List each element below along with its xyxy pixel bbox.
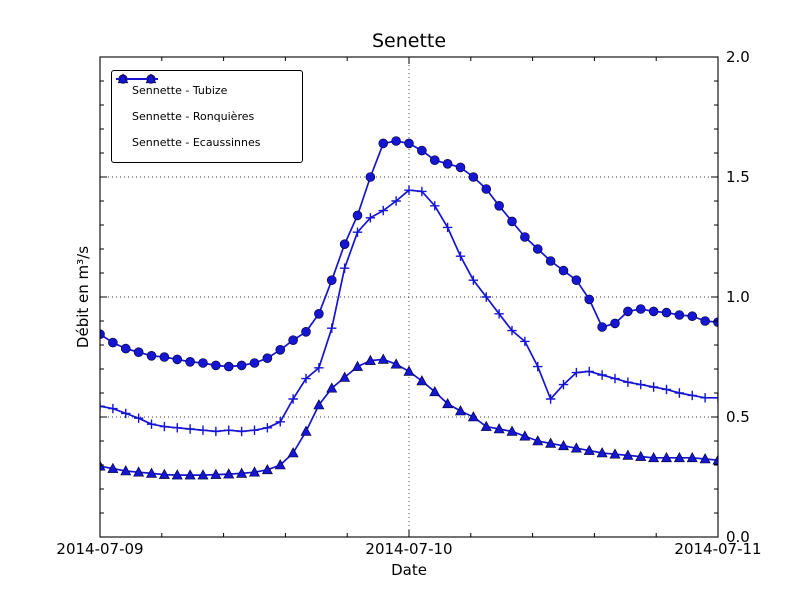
y-tick-label: 0.5 xyxy=(726,408,750,426)
axis-ticks xyxy=(99,56,719,538)
series-plus xyxy=(100,185,718,437)
legend: Sennette - Tubize Sennette - Ronquières Se… xyxy=(111,70,303,163)
legend-sample-triangle xyxy=(116,73,158,84)
series-triangle xyxy=(100,353,718,480)
legend-item: Sennette - Ronquières xyxy=(116,74,294,129)
y-tick-label: 1.0 xyxy=(726,288,750,306)
legend-label: Sennette - Ronquières xyxy=(132,109,255,123)
x-tick-label: 2014-07-09 xyxy=(56,540,144,558)
chart-title: Senette xyxy=(371,30,447,52)
legend-item: Sennette - Ecaussinnes xyxy=(116,73,294,155)
x-tick-label: 2014-07-10 xyxy=(365,540,453,558)
legend-label: Sennette - Tubize xyxy=(132,83,228,97)
y-tick-label: 2.0 xyxy=(726,48,750,66)
series-circle xyxy=(100,136,718,372)
y-tick-label: 0.0 xyxy=(726,528,750,546)
x-tick-label: 2014-07-11 xyxy=(674,540,762,558)
legend-label: Sennette - Ecaussinnes xyxy=(132,135,261,149)
gridlines xyxy=(100,57,718,537)
y-tick-label: 1.5 xyxy=(726,168,750,186)
x-axis-label: Date xyxy=(391,561,427,579)
